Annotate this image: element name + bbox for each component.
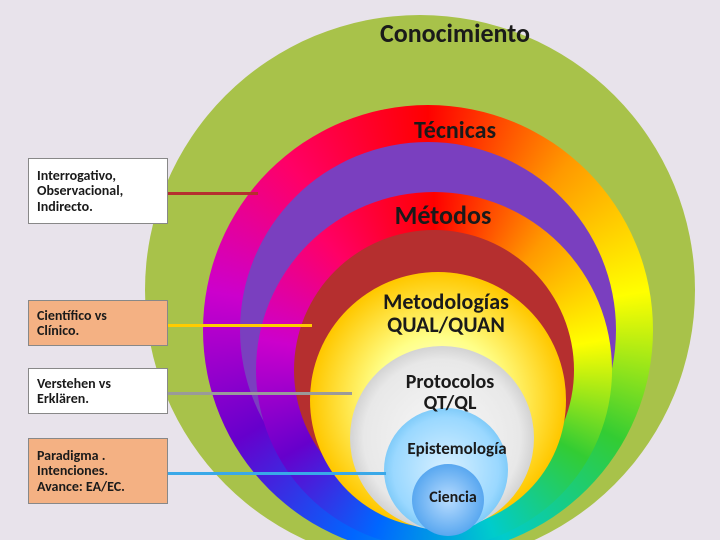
box-paradigma: Paradigma . Intenciones. Avance: EA/EC. [28, 438, 168, 504]
ring-label-epistemologia: Epistemología [382, 440, 532, 458]
box-cientifico: Científico vs Clínico. [28, 300, 168, 346]
ring-label-protocolos: Protocolos QT/QL [370, 372, 530, 414]
diagram-stage: Conocimiento Técnicas Métodos Metodologías … [0, 0, 720, 540]
connector-cientifico [168, 324, 312, 327]
box-interrogativo: Interrogativo, Observacional, Indirecto. [28, 158, 168, 224]
connector-verstehen [168, 392, 352, 395]
ring-label-ciencia: Ciencia [408, 490, 498, 507]
connector-interrogativo [168, 192, 258, 195]
ring-label-conocimiento: Conocimiento [340, 20, 570, 47]
ring-label-metodologias: Metodologías QUAL/QUAN [346, 290, 546, 336]
ring-label-tecnicas: Técnicas [380, 118, 530, 143]
box-verstehen: Verstehen vs Erklären. [28, 368, 168, 414]
connector-paradigma [168, 472, 386, 475]
ring-label-metodos: Métodos [358, 202, 528, 229]
